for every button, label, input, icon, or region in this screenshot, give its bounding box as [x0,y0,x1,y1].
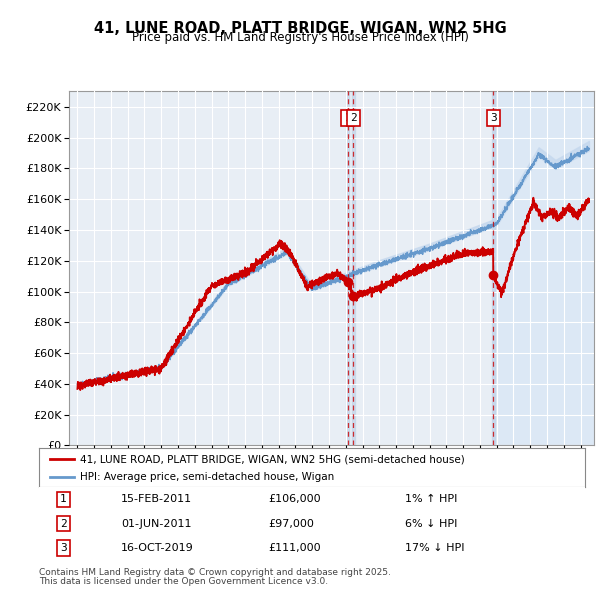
Text: 3: 3 [60,543,67,553]
Text: 17% ↓ HPI: 17% ↓ HPI [405,543,464,553]
Text: HPI: Average price, semi-detached house, Wigan: HPI: Average price, semi-detached house,… [80,472,334,482]
Text: 2: 2 [350,113,357,123]
Text: 3: 3 [490,113,497,123]
Text: 41, LUNE ROAD, PLATT BRIDGE, WIGAN, WN2 5HG (semi-detached house): 41, LUNE ROAD, PLATT BRIDGE, WIGAN, WN2 … [80,454,465,464]
Text: 15-FEB-2011: 15-FEB-2011 [121,494,192,504]
Bar [346,91,349,445]
Text: This data is licensed under the Open Government Licence v3.0.: This data is licensed under the Open Gov… [39,577,328,586]
Bar [492,91,494,445]
Text: Price paid vs. HM Land Registry's House Price Index (HPI): Price paid vs. HM Land Registry's House … [131,31,469,44]
Bar [352,91,355,445]
Text: 2: 2 [60,519,67,529]
Text: 6% ↓ HPI: 6% ↓ HPI [405,519,457,529]
Bar [493,91,594,445]
Text: 01-JUN-2011: 01-JUN-2011 [121,519,191,529]
Text: £111,000: £111,000 [268,543,321,553]
Text: £106,000: £106,000 [268,494,321,504]
Text: 1% ↑ HPI: 1% ↑ HPI [405,494,457,504]
Text: 41, LUNE ROAD, PLATT BRIDGE, WIGAN, WN2 5HG: 41, LUNE ROAD, PLATT BRIDGE, WIGAN, WN2 … [94,21,506,35]
Text: 1: 1 [344,113,351,123]
Text: Contains HM Land Registry data © Crown copyright and database right 2025.: Contains HM Land Registry data © Crown c… [39,568,391,576]
Text: 16-OCT-2019: 16-OCT-2019 [121,543,194,553]
Text: 1: 1 [60,494,67,504]
Text: £97,000: £97,000 [268,519,314,529]
